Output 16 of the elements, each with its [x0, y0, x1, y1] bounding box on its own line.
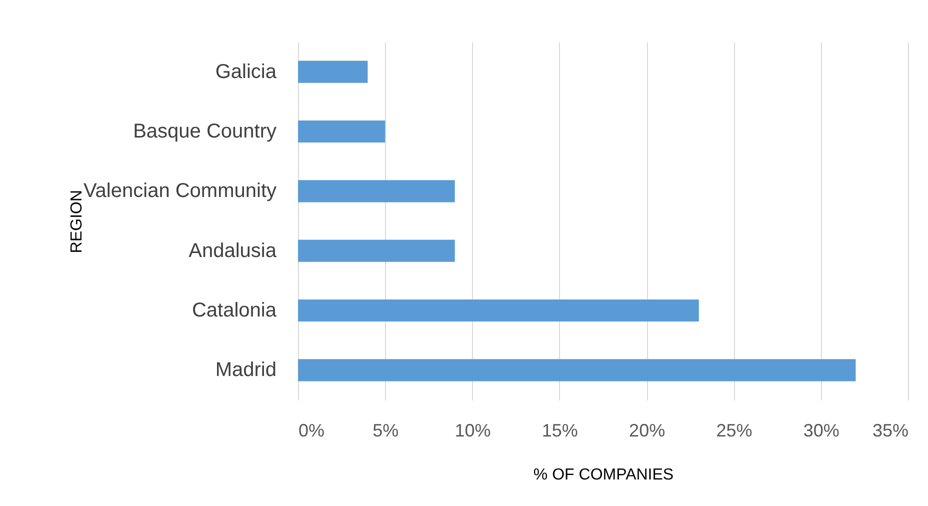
- x-tick-label: 0%: [298, 420, 325, 440]
- x-tick-label: 20%: [629, 420, 666, 440]
- y-tick-label: Catalonia: [192, 300, 278, 322]
- x-tick-label: 30%: [803, 420, 840, 440]
- y-axis-title: REGION: [68, 190, 86, 254]
- y-tick-label: Galicia: [215, 60, 278, 83]
- x-tick-label: 35%: [872, 420, 908, 440]
- x-tick-label: 25%: [716, 420, 752, 440]
- x-tick-label: 5%: [372, 420, 399, 440]
- y-tick-label: Madrid: [215, 359, 276, 382]
- y-tick-label: Basque Country: [133, 120, 276, 142]
- x-tick-label: 15%: [542, 420, 578, 440]
- x-axis-title: % OF COMPANIES: [533, 466, 674, 484]
- x-tick-label: 10%: [454, 420, 491, 440]
- y-tick-label: Valencian Community: [83, 180, 276, 202]
- y-tick-label: Andalusia: [188, 240, 278, 262]
